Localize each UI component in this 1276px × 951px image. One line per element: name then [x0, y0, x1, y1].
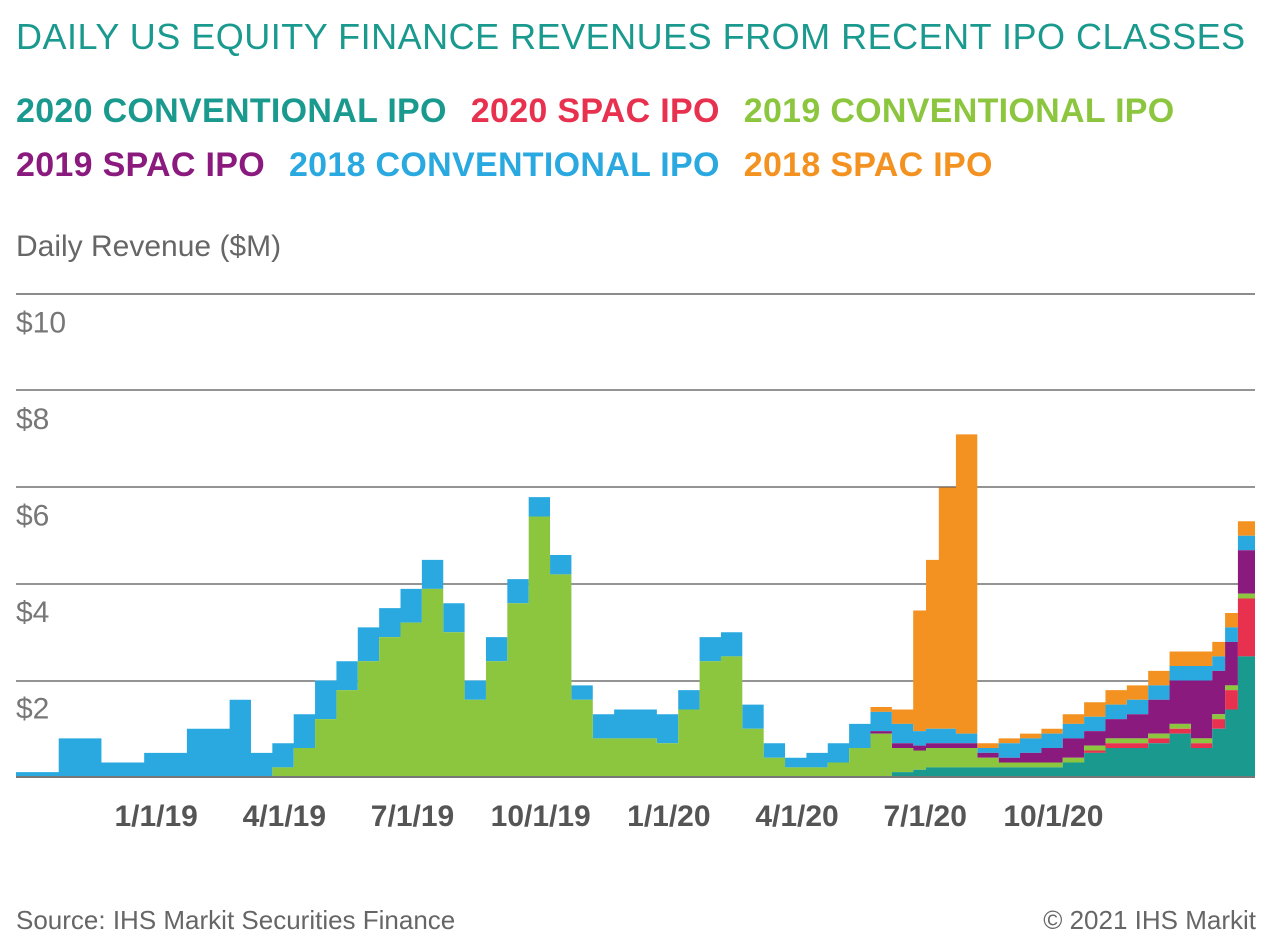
y-axis-label: Daily Revenue ($M): [16, 230, 282, 263]
y-tick-label: $6: [16, 500, 49, 533]
area-series-group: [16, 352, 1255, 777]
x-tick-label: 4/1/20: [755, 800, 838, 833]
x-tick-label: 1/1/19: [114, 800, 197, 833]
x-tick-label: 1/1/20: [627, 800, 710, 833]
area-2019-conventional-ipo: [16, 410, 1255, 777]
x-tick-label: 7/1/19: [371, 800, 454, 833]
legend-row-1: 2020 CONVENTIONAL IPO 2020 SPAC IPO 2019…: [16, 84, 1266, 138]
y-tick-label: $4: [16, 596, 49, 629]
legend-entry-2020-conventional: 2020 CONVENTIONAL IPO: [16, 91, 447, 130]
x-tick-label: 10/1/20: [1003, 800, 1103, 833]
stacked-area-chart: $2$4$6$8$10 1/1/19 4/1/19 7/1/19 10/1/19 1/1…: [16, 293, 1255, 833]
y-tick-label: $10: [16, 307, 66, 340]
legend-entry-2018-conventional: 2018 CONVENTIONAL IPO: [288, 145, 720, 184]
y-tick-labels: $2 $4 $6 $8 $10: [16, 307, 66, 726]
area-2018-spac-ipo: [16, 352, 1255, 773]
legend-entry-2019-conventional: 2019 CONVENTIONAL IPO: [743, 91, 1175, 130]
legend-entry-2020-spac: 2020 SPAC IPO: [470, 91, 720, 130]
legend-row-2: 2019 SPAC IPO 2018 CONVENTIONAL IPO 2018…: [16, 138, 1266, 192]
copyright-note: © 2021 IHS Markit: [1043, 905, 1256, 935]
chart-title: DAILY US EQUITY FINANCE REVENUES FROM RE…: [16, 16, 1246, 57]
x-tick-label: 10/1/19: [491, 800, 591, 833]
source-note: Source: IHS Markit Securities Finance: [16, 905, 456, 935]
x-tick-label: 4/1/19: [243, 800, 326, 833]
x-tick-label: 7/1/20: [883, 800, 966, 833]
legend-entry-2019-spac: 2019 SPAC IPO: [16, 145, 265, 184]
y-tick-label: $8: [16, 403, 49, 436]
legend: 2020 CONVENTIONAL IPO 2020 SPAC IPO 2019…: [16, 84, 1266, 192]
y-tick-label: $2: [16, 693, 49, 726]
area-2020-conventional-ipo: [16, 632, 1255, 777]
gridlines: [16, 293, 1255, 682]
legend-entry-2018-spac: 2018 SPAC IPO: [743, 145, 993, 184]
x-tick-labels: 1/1/19 4/1/19 7/1/19 10/1/19 1/1/20 4/1/20 7/1…: [114, 800, 1103, 833]
